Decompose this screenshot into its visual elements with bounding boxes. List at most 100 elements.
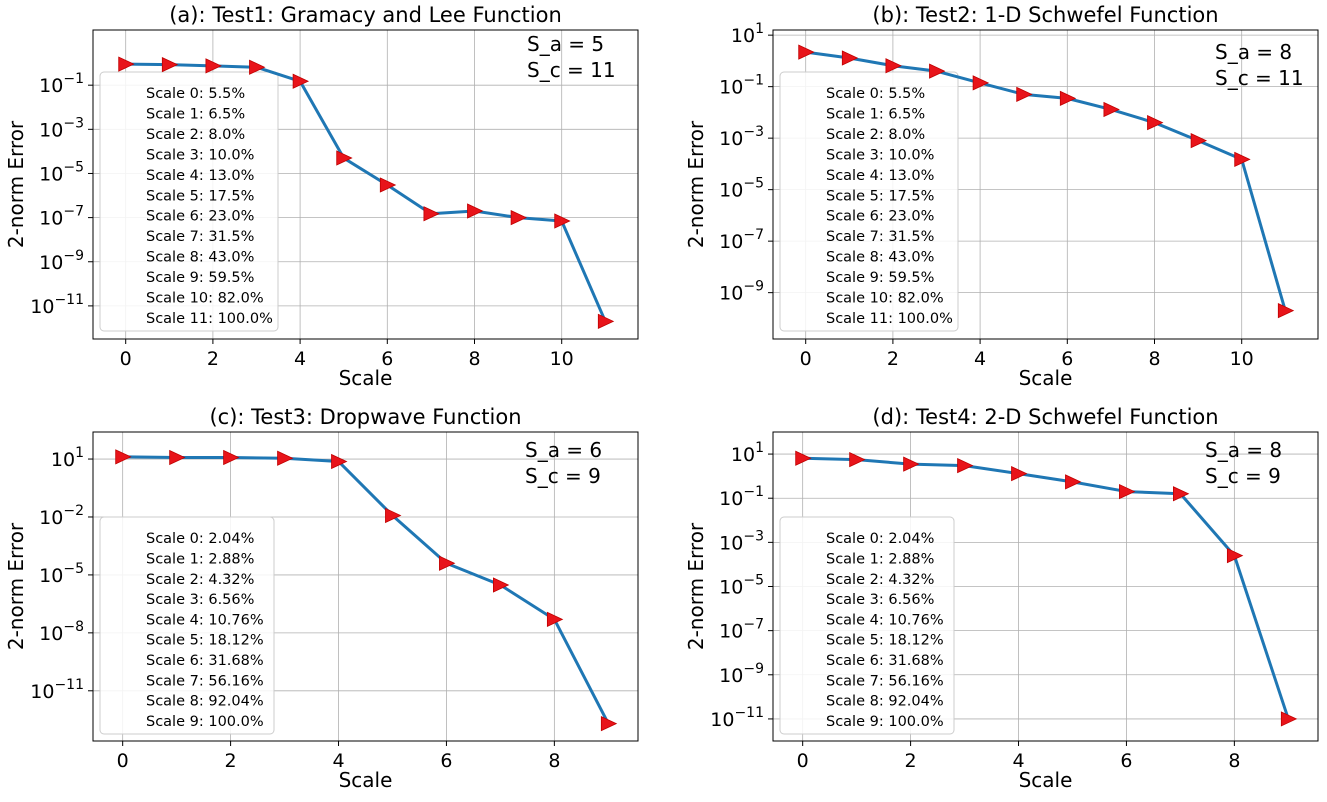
- data-point-marker: [1011, 465, 1028, 482]
- data-point-marker: [223, 449, 240, 466]
- x-tick-label: 2: [207, 348, 219, 370]
- data-point-marker: [1065, 474, 1082, 490]
- x-tick-label: 6: [381, 348, 393, 370]
- y-tick-label: 10−5: [719, 573, 764, 599]
- legend-entry: Scale 5: 18.12%: [826, 633, 944, 649]
- legend-entry: Scale 8: 43.0%: [146, 250, 254, 266]
- data-point-marker: [1234, 151, 1251, 167]
- data-point-marker: [1277, 303, 1295, 319]
- y-tick-label: 10−1: [719, 73, 764, 99]
- x-tick-label: 4: [1012, 750, 1024, 772]
- legend-entry: Scale 7: 56.16%: [826, 673, 944, 689]
- x-axis-label: Scale: [339, 768, 393, 792]
- data-point-marker: [795, 450, 812, 466]
- y-tick-label: 101: [51, 445, 84, 471]
- legend-entry: Scale 4: 13.0%: [826, 168, 934, 184]
- data-point-marker: [385, 507, 402, 524]
- data-point-marker: [336, 150, 353, 166]
- legend-entry: Scale 3: 6.56%: [146, 592, 254, 608]
- y-tick-label: 10−11: [30, 292, 84, 318]
- data-point-marker: [929, 63, 946, 79]
- legend-entry: Scale 7: 31.5%: [826, 229, 934, 245]
- y-tick-label: 10−1: [719, 484, 764, 510]
- legend-entry: Scale 6: 23.0%: [826, 209, 934, 225]
- legend-entry: Scale 11: 100.0%: [826, 311, 953, 327]
- legend-box: [99, 71, 279, 332]
- y-tick-label: 10−7: [719, 617, 764, 643]
- y-tick-label: 10−3: [719, 528, 764, 554]
- x-tick-label: 6: [1120, 750, 1132, 772]
- plot-frame: [772, 29, 1319, 340]
- y-tick-label: 10−9: [719, 661, 764, 687]
- legend-box: [99, 516, 275, 735]
- data-point-marker: [903, 456, 920, 472]
- y-tick-label: 10−2: [39, 503, 84, 529]
- y-tick-label: 10−7: [39, 204, 84, 230]
- x-tick-label: 4: [974, 348, 986, 370]
- legend-entry: Scale 9: 59.5%: [146, 270, 254, 286]
- x-tick-label: 8: [468, 348, 480, 370]
- legend-entry: Scale 0: 2.04%: [826, 531, 934, 547]
- data-point-marker: [1190, 133, 1208, 149]
- y-tick-label: 10−5: [719, 176, 764, 202]
- legend-entry: Scale 5: 17.5%: [146, 188, 254, 204]
- chart-title: (c): Test3: Dropwave Function: [209, 405, 521, 429]
- data-point-marker: [1119, 483, 1136, 500]
- legend-entry: Scale 1: 2.88%: [146, 551, 254, 567]
- legend-entry: Scale 6: 31.68%: [146, 653, 264, 669]
- data-point-marker: [546, 611, 564, 627]
- data-point-marker: [1147, 115, 1164, 131]
- y-axis-label: 2-norm Error: [4, 120, 28, 248]
- annotation-text: S_a = 5: [527, 32, 604, 56]
- x-tick-label: 6: [440, 750, 452, 772]
- y-tick-label: 10−5: [39, 561, 84, 587]
- y-axis-label: 2-norm Error: [4, 522, 28, 650]
- legend-entry: Scale 4: 13.0%: [146, 168, 254, 184]
- annotation-text: S_c = 11: [1215, 66, 1304, 90]
- legend-entry: Scale 1: 2.88%: [826, 551, 934, 567]
- data-point-marker: [1103, 101, 1120, 118]
- data-point-marker: [597, 313, 615, 329]
- y-axis-label: 2-norm Error: [684, 522, 708, 650]
- x-tick-label: 0: [800, 348, 812, 370]
- plot-frame: [92, 29, 639, 340]
- legend-box: [779, 516, 955, 735]
- legend-entry: Scale 7: 56.16%: [146, 673, 264, 689]
- data-point-marker: [600, 715, 618, 732]
- x-tick-label: 2: [905, 750, 917, 772]
- chart-panel-1: 0 2 4 6 8 10 10−11 10−9 10−7 10−5 10−3 10−1 (a): Tes…: [4, 3, 639, 390]
- legend-entry: Scale 9: 59.5%: [826, 270, 934, 286]
- y-axis-label: 2-norm Error: [684, 120, 708, 248]
- data-point-marker: [439, 555, 456, 571]
- legend-entry: Scale 8: 92.04%: [146, 694, 264, 710]
- y-tick-label: 10−5: [39, 159, 84, 185]
- y-tick-label: 10−3: [719, 124, 764, 150]
- x-tick-label: 6: [1061, 348, 1073, 370]
- y-tick-label: 101: [731, 440, 764, 466]
- legend-entry: Scale 9: 100.0%: [826, 714, 944, 730]
- annotation-text: S_a = 6: [525, 438, 602, 462]
- legend-entry: Scale 6: 31.68%: [826, 653, 944, 669]
- data-point-marker: [798, 44, 815, 60]
- y-tick-label: 10−8: [39, 619, 84, 645]
- data-point-marker: [554, 213, 571, 229]
- x-tick-label: 0: [117, 750, 129, 772]
- legend-entry: Scale 8: 92.04%: [826, 694, 944, 710]
- y-tick-label: 10−9: [39, 248, 84, 274]
- legend-entry: Scale 5: 17.5%: [826, 188, 934, 204]
- legend-entry: Scale 6: 23.0%: [146, 209, 254, 225]
- x-tick-label: 2: [225, 750, 237, 772]
- legend-entry: Scale 0: 2.04%: [146, 531, 254, 547]
- y-tick-label: 10−11: [710, 705, 764, 731]
- legend-entry: Scale 2: 4.32%: [146, 572, 254, 588]
- data-point-marker: [331, 453, 348, 470]
- chart-panel-3: 0 2 4 6 8 10−11 10−8 10−5 10−2 101 (c): Test3: Dro…: [4, 405, 639, 792]
- x-tick-label: 4: [332, 750, 344, 772]
- y-tick-label: 10−3: [39, 115, 84, 141]
- legend-entry: Scale 0: 5.5%: [146, 86, 245, 102]
- data-point-marker: [161, 57, 179, 73]
- x-tick-label: 10: [550, 348, 574, 370]
- legend-entry: Scale 11: 100.0%: [146, 311, 273, 327]
- y-tick-label: 10−9: [719, 279, 764, 305]
- x-tick-label: 10: [1230, 348, 1254, 370]
